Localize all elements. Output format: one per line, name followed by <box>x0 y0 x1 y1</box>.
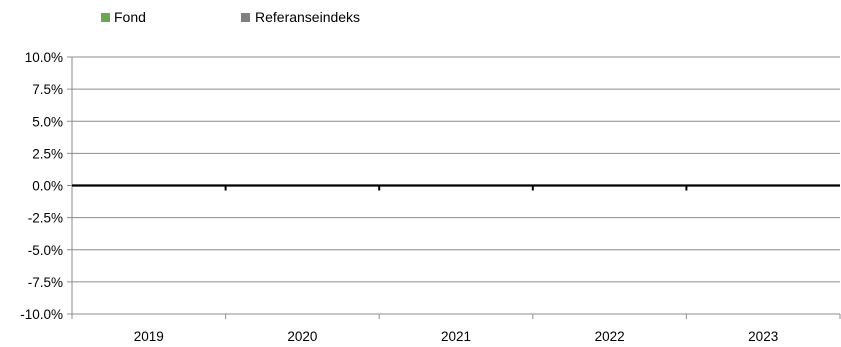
x-tick-label: 2021 <box>441 329 471 344</box>
y-tick-label: 2.5% <box>32 146 63 161</box>
legend-label-referanseindeks: Referanseindeks <box>255 9 360 25</box>
y-axis-ticks: 10.0% 7.5% 5.0% 2.5% 0.0% -2.5% -5.0% -7.5% -10.… <box>20 50 72 322</box>
x-tick-label: 2023 <box>748 329 778 344</box>
legend: Fond Referanseindeks <box>101 9 360 25</box>
y-tick-label: 0.0% <box>32 179 63 194</box>
y-tick-label: -7.5% <box>28 275 63 290</box>
x-tick-label: 2020 <box>287 329 317 344</box>
legend-swatch-referanseindeks <box>241 13 250 22</box>
gridlines <box>72 56 840 315</box>
legend-swatch-fond <box>101 13 110 22</box>
y-tick-label: -5.0% <box>28 243 63 258</box>
legend-label-fond: Fond <box>114 9 146 25</box>
x-tick-label: 2022 <box>595 329 625 344</box>
y-tick-label: 10.0% <box>25 50 63 65</box>
y-tick-label: -10.0% <box>20 307 63 322</box>
x-tick-label: 2019 <box>134 329 164 344</box>
x-axis-ticks: 2019 2020 2021 2022 2023 <box>71 184 841 344</box>
y-tick-label: 7.5% <box>32 82 63 97</box>
y-tick-label: 5.0% <box>32 114 63 129</box>
y-tick-label: -2.5% <box>28 211 63 226</box>
